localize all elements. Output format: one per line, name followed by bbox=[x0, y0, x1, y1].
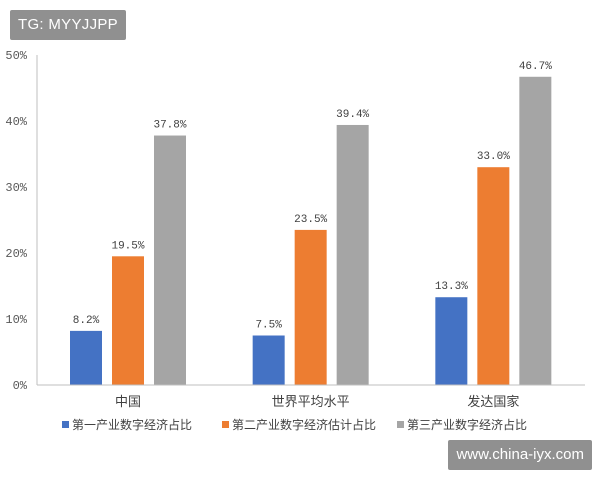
bar-value-label: 39.4% bbox=[336, 109, 369, 121]
bar-value-label: 23.5% bbox=[294, 214, 327, 226]
bar-value-label: 13.3% bbox=[435, 281, 468, 293]
legend-swatch bbox=[222, 421, 229, 428]
bar-value-label: 37.8% bbox=[153, 120, 186, 132]
axes bbox=[36, 55, 585, 386]
legend-label: 第二产业数字经济估计占比 bbox=[232, 417, 376, 432]
y-tick-label: 40% bbox=[5, 115, 27, 129]
bar-value-label: 46.7% bbox=[519, 61, 552, 73]
legend: 第一产业数字经济占比 第二产业数字经济估计占比 第三产业数字经济占比 bbox=[62, 417, 527, 432]
bar bbox=[336, 124, 369, 386]
bar-value-label: 33.0% bbox=[477, 151, 510, 163]
bar bbox=[477, 167, 510, 385]
bar bbox=[519, 76, 552, 385]
legend-swatch bbox=[62, 421, 69, 428]
y-axis-ticks: 0% 10% 20% 30% 40% 50% bbox=[5, 49, 27, 393]
legend-label: 第一产业数字经济占比 bbox=[72, 417, 192, 432]
bars bbox=[70, 76, 552, 386]
x-axis-labels: 中国 世界平均水平 发达国家 bbox=[115, 394, 519, 410]
x-tick-label: 世界平均水平 bbox=[272, 395, 350, 410]
bar bbox=[154, 135, 186, 385]
bar bbox=[112, 256, 144, 385]
bar bbox=[435, 297, 468, 385]
bar bbox=[252, 335, 285, 385]
bar-value-label: 19.5% bbox=[111, 240, 144, 252]
legend-label: 第三产业数字经济占比 bbox=[407, 417, 527, 432]
bar-value-labels: 8.2% 19.5% 37.8% 7.5% 23.5% 39.4% 13.3% 33.0% 46… bbox=[73, 61, 552, 332]
x-tick-label: 发达国家 bbox=[467, 394, 519, 410]
y-tick-label: 30% bbox=[5, 181, 27, 195]
x-tick-label: 中国 bbox=[115, 395, 141, 410]
bar bbox=[70, 330, 102, 385]
watermark-top: TG: MYYJJPP bbox=[10, 10, 126, 40]
bar-value-label: 7.5% bbox=[255, 320, 282, 332]
bar bbox=[294, 229, 327, 385]
y-tick-label: 10% bbox=[5, 313, 27, 327]
watermark-bottom: www.china-iyx.com bbox=[448, 440, 592, 470]
y-tick-label: 50% bbox=[5, 49, 27, 63]
y-tick-label: 20% bbox=[5, 247, 27, 261]
y-tick-label: 0% bbox=[13, 379, 28, 393]
bar-value-label: 8.2% bbox=[73, 315, 100, 327]
legend-swatch bbox=[397, 421, 404, 428]
